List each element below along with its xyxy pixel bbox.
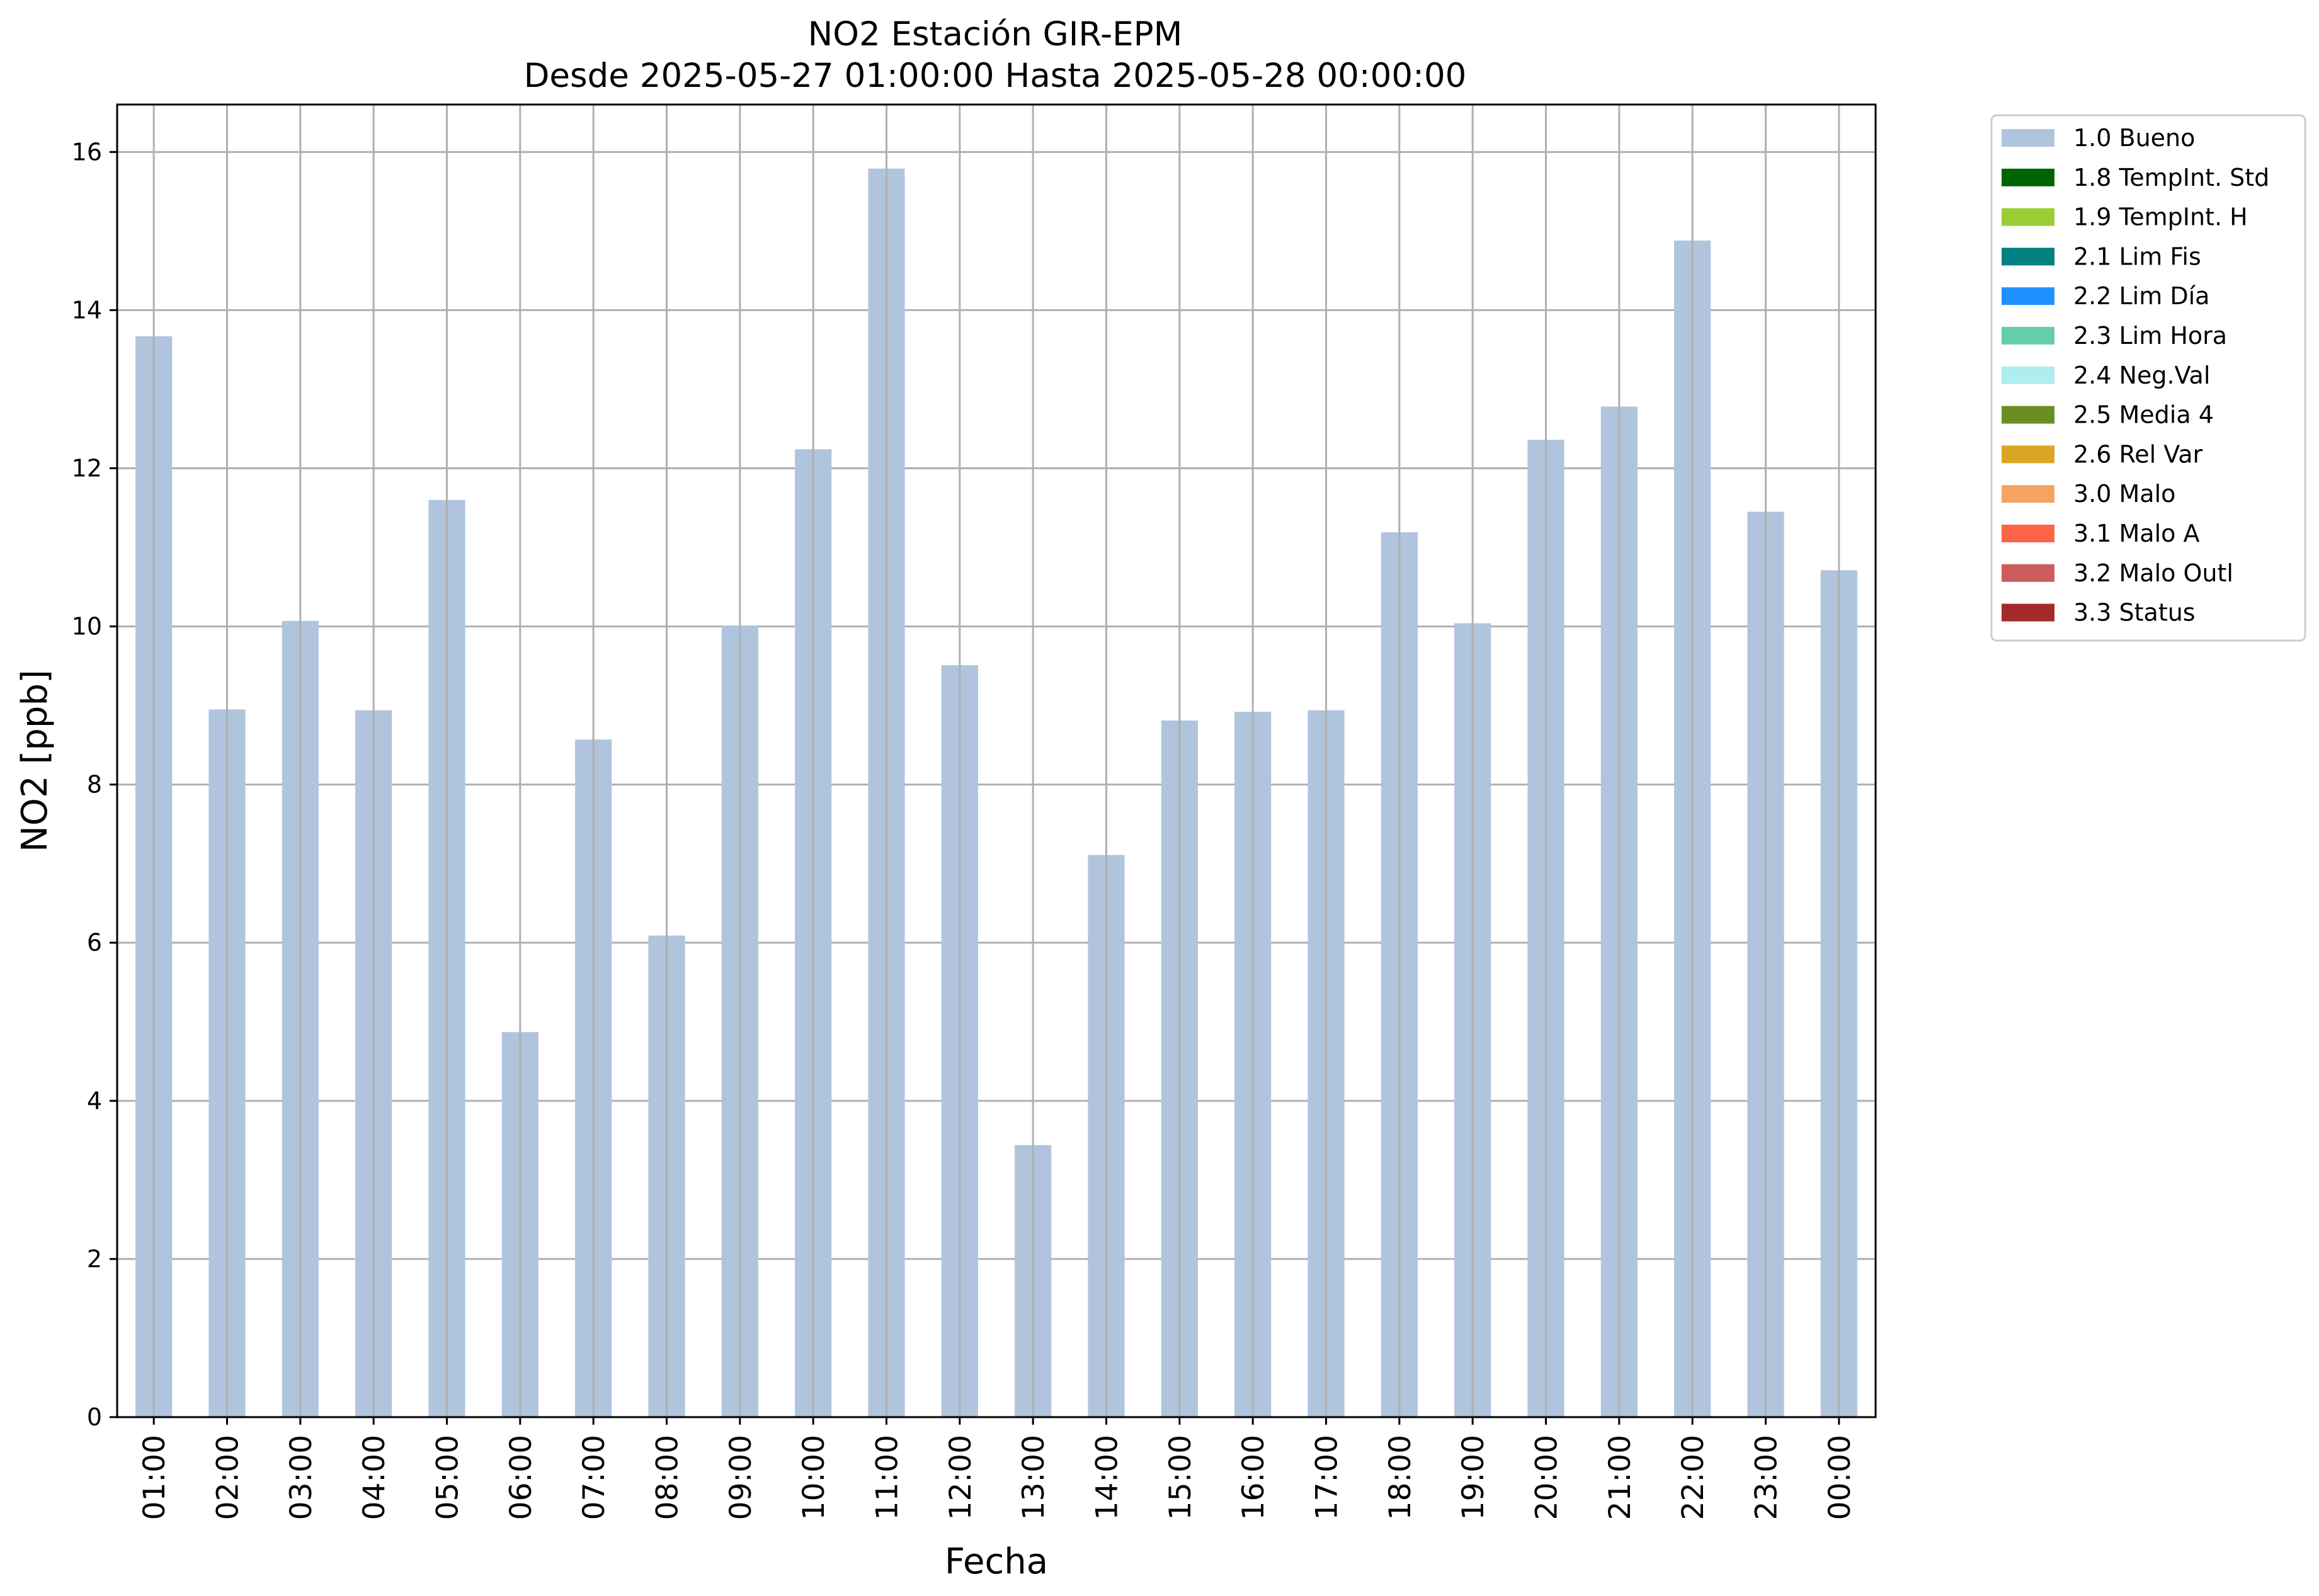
legend-swatch [2002, 168, 2054, 186]
legend-label: 3.1 Malo A [2073, 520, 2199, 547]
x-tick-label: 09:00 [724, 1435, 758, 1520]
plot-frame [116, 103, 1877, 1418]
legend-label: 3.0 Malo [2073, 480, 2175, 508]
y-tick-label: 16 [72, 138, 102, 166]
x-ticks: 01:00 02:00 03:00 04:00 05:00 06:00 07:00 08:00… [137, 1417, 1857, 1520]
legend-swatch [2002, 445, 2054, 464]
legend-swatch [2002, 406, 2054, 424]
x-tick-label: 07:00 [577, 1435, 612, 1520]
x-tick-label: 17:00 [1310, 1435, 1345, 1520]
legend-swatch [2002, 287, 2054, 305]
x-tick-label: 05:00 [431, 1435, 465, 1520]
x-tick-label: 13:00 [1017, 1435, 1051, 1520]
legend-label: 2.2 Lim Día [2073, 282, 2209, 310]
x-tick-label: 00:00 [1823, 1435, 1857, 1520]
x-tick-label: 23:00 [1750, 1435, 1784, 1520]
x-tick-label: 16:00 [1236, 1435, 1271, 1520]
legend-label: 2.5 Media 4 [2073, 401, 2214, 429]
x-tick-label: 18:00 [1383, 1435, 1418, 1520]
legend-swatch [2002, 327, 2054, 345]
legend-label: 2.3 Lim Hora [2073, 322, 2227, 350]
x-tick-label: 20:00 [1530, 1435, 1564, 1520]
x-tick-label: 22:00 [1676, 1435, 1711, 1520]
x-tick-label: 03:00 [284, 1435, 319, 1520]
y-tick-label: 2 [87, 1245, 102, 1273]
y-tick-label: 14 [72, 296, 102, 324]
y-tick-label: 4 [87, 1087, 102, 1115]
legend-label: 2.4 Neg.Val [2073, 362, 2210, 389]
legend-label: 3.2 Malo Outl [2073, 559, 2233, 587]
x-tick-label: 11:00 [870, 1435, 905, 1520]
legend-frame [1990, 114, 2306, 642]
x-axis-label: Fecha [945, 1541, 1048, 1582]
legend-label: 1.8 TempInt. Std [2073, 164, 2269, 191]
y-tick-label: 8 [87, 771, 102, 799]
legend-swatch [2002, 525, 2054, 542]
x-tick-label: 01:00 [137, 1435, 172, 1520]
chart-title: NO2 Estación GIR-EPM [808, 15, 1183, 54]
legend-swatch [2002, 208, 2054, 226]
legend-label: 2.6 Rel Var [2073, 440, 2203, 468]
chart-subtitle: Desde 2025-05-27 01:00:00 Hasta 2025-05-… [524, 57, 1467, 95]
x-tick-label: 06:00 [504, 1435, 538, 1520]
x-tick-label: 15:00 [1163, 1435, 1198, 1520]
x-tick-label: 21:00 [1603, 1435, 1638, 1520]
legend-label: 1.9 TempInt. H [2073, 203, 2248, 231]
x-tick-label: 02:00 [211, 1435, 246, 1520]
x-tick-label: 12:00 [943, 1435, 978, 1520]
x-tick-label: 04:00 [357, 1435, 392, 1520]
legend-swatch [2002, 129, 2054, 147]
legend-swatch [2002, 485, 2054, 503]
y-axis-label: NO2 [ppb] [14, 670, 55, 852]
y-ticks: 0 2 4 6 8 10 12 14 16 [72, 138, 117, 1431]
x-tick-label: 10:00 [797, 1435, 831, 1520]
x-tick-label: 08:00 [651, 1435, 685, 1520]
x-tick-label: 14:00 [1090, 1435, 1125, 1520]
legend-entries: 1.0 Bueno 1.8 TempInt. Std 1.9 TempInt. H 2… [2002, 124, 2269, 627]
legend-swatch [2002, 603, 2054, 622]
legend-swatch [2002, 248, 2054, 266]
x-grid [152, 105, 1840, 1417]
legend-swatch [2002, 564, 2054, 582]
y-tick-label: 12 [72, 454, 102, 482]
grid [117, 151, 1876, 1418]
legend-label: 3.3 Status [2073, 599, 2196, 627]
legend-label: 1.0 Bueno [2073, 124, 2195, 152]
y-tick-label: 0 [87, 1403, 102, 1431]
x-tick-label: 19:00 [1456, 1435, 1491, 1520]
y-tick-label: 10 [72, 613, 102, 641]
legend: 1.0 Bueno 1.8 TempInt. Std 1.9 TempInt. H 2… [1990, 114, 2306, 642]
y-tick-label: 6 [87, 929, 102, 957]
legend-label: 2.1 Lim Fis [2073, 242, 2201, 270]
legend-swatch [2002, 366, 2054, 384]
